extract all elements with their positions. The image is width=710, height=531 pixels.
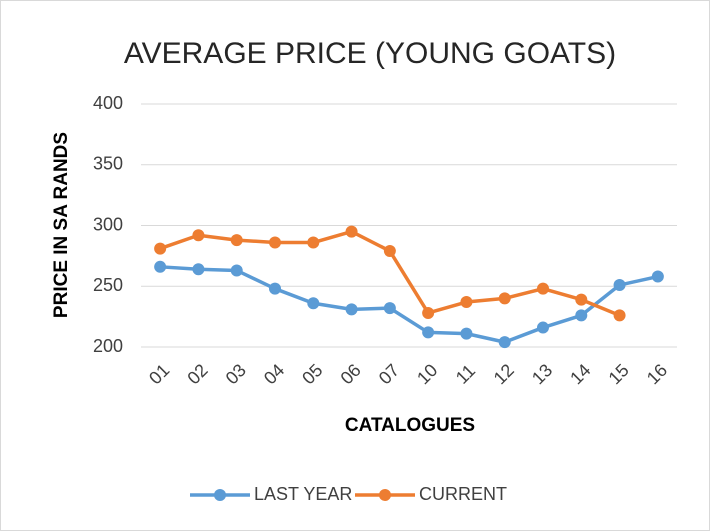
data-point <box>192 229 205 242</box>
data-point <box>230 264 243 277</box>
data-point <box>269 282 281 295</box>
data-point <box>537 282 549 295</box>
data-point <box>613 279 626 292</box>
y-tick-label: 350 <box>93 154 123 174</box>
y-tick-label: 200 <box>93 336 123 356</box>
data-point <box>345 303 358 316</box>
legend-label: LAST YEAR <box>254 484 352 504</box>
data-point <box>422 306 435 319</box>
data-point <box>498 336 511 349</box>
data-point <box>230 234 243 247</box>
data-point <box>307 236 320 249</box>
legend-marker <box>214 489 226 501</box>
data-point <box>269 236 281 249</box>
data-point <box>192 263 205 276</box>
data-point <box>422 326 435 339</box>
series-line <box>160 265 659 344</box>
data-point <box>613 309 626 322</box>
y-tick-label: 300 <box>93 214 123 234</box>
data-point <box>498 292 511 305</box>
data-point <box>460 296 473 309</box>
data-point <box>383 245 396 258</box>
x-axis-title: CATALOGUES <box>345 415 475 436</box>
legend-label: CURRENT <box>419 484 507 504</box>
data-point <box>154 242 167 255</box>
y-tick-label: 250 <box>93 275 123 295</box>
data-point <box>651 270 664 283</box>
data-point <box>575 309 588 322</box>
data-point <box>307 297 320 310</box>
chart-title: AVERAGE PRICE (YOUNG GOATS) <box>124 37 616 70</box>
data-point <box>154 260 167 273</box>
data-point <box>575 293 588 306</box>
data-point <box>345 225 358 238</box>
data-point <box>383 302 396 315</box>
data-point <box>537 321 549 334</box>
y-axis-title: PRICE IN SA RANDS <box>51 132 72 318</box>
y-tick-label: 400 <box>93 93 123 113</box>
data-point <box>460 327 473 340</box>
legend-marker <box>379 489 391 501</box>
